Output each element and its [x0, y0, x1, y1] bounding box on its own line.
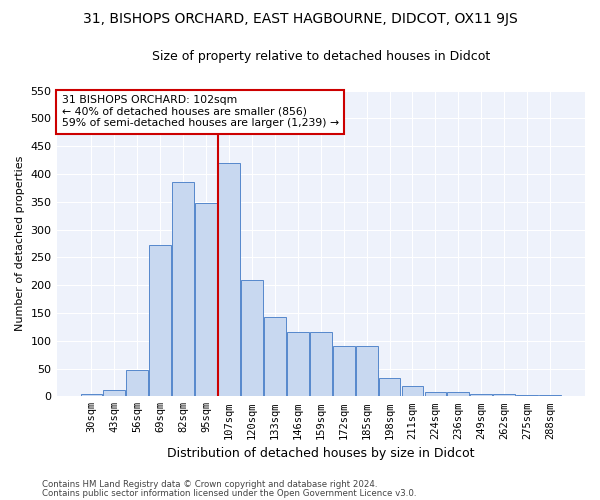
- Bar: [241, 280, 263, 396]
- Bar: [448, 392, 469, 396]
- Bar: [425, 392, 446, 396]
- Bar: [310, 332, 332, 396]
- Bar: [470, 394, 492, 396]
- Bar: [80, 394, 103, 396]
- Bar: [264, 317, 286, 396]
- X-axis label: Distribution of detached houses by size in Didcot: Distribution of detached houses by size …: [167, 447, 475, 460]
- Text: Contains public sector information licensed under the Open Government Licence v3: Contains public sector information licen…: [42, 488, 416, 498]
- Bar: [516, 394, 538, 396]
- Bar: [149, 245, 171, 396]
- Bar: [356, 346, 377, 397]
- Bar: [172, 182, 194, 396]
- Bar: [539, 394, 561, 396]
- Y-axis label: Number of detached properties: Number of detached properties: [15, 156, 25, 331]
- Bar: [287, 332, 309, 396]
- Title: Size of property relative to detached houses in Didcot: Size of property relative to detached ho…: [152, 50, 490, 63]
- Text: 31 BISHOPS ORCHARD: 102sqm
← 40% of detached houses are smaller (856)
59% of sem: 31 BISHOPS ORCHARD: 102sqm ← 40% of deta…: [62, 95, 339, 128]
- Bar: [401, 386, 424, 396]
- Text: 31, BISHOPS ORCHARD, EAST HAGBOURNE, DIDCOT, OX11 9JS: 31, BISHOPS ORCHARD, EAST HAGBOURNE, DID…: [83, 12, 517, 26]
- Bar: [195, 203, 217, 396]
- Bar: [493, 394, 515, 396]
- Bar: [218, 163, 240, 396]
- Bar: [127, 370, 148, 396]
- Bar: [333, 346, 355, 397]
- Bar: [103, 390, 125, 396]
- Text: Contains HM Land Registry data © Crown copyright and database right 2024.: Contains HM Land Registry data © Crown c…: [42, 480, 377, 489]
- Bar: [379, 378, 400, 396]
